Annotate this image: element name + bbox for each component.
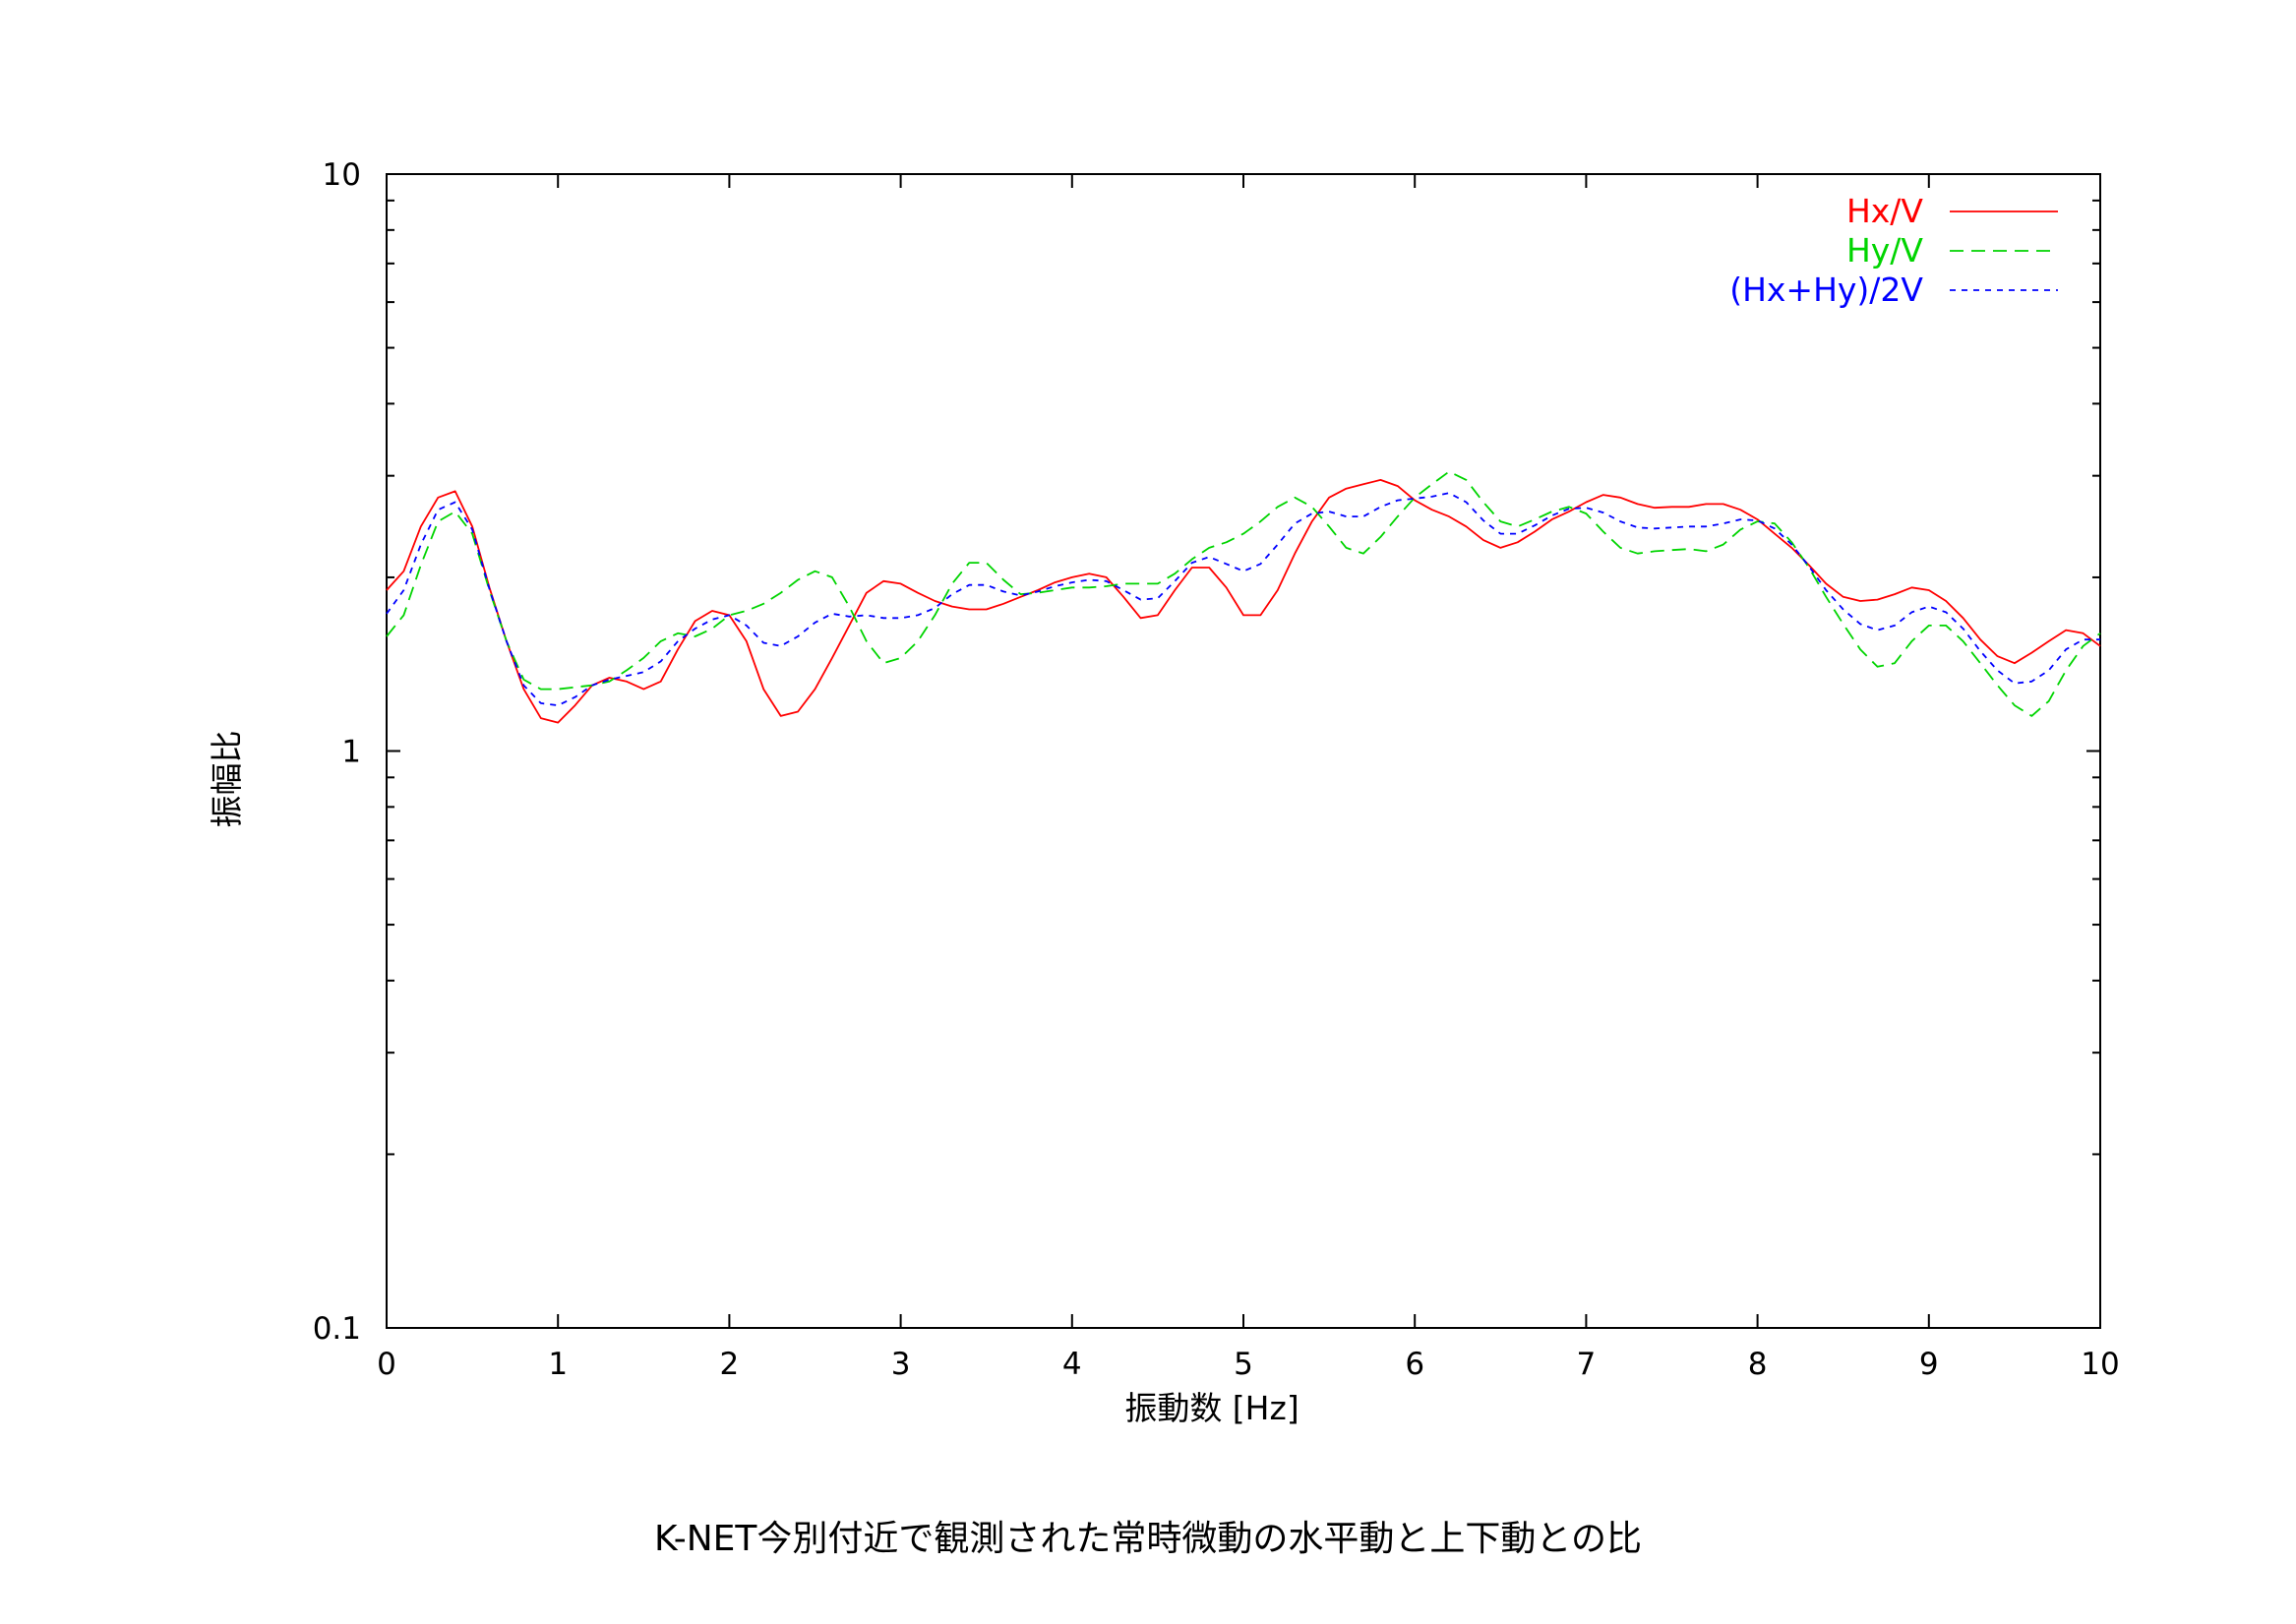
x-tick-label: 1 bbox=[548, 1347, 568, 1382]
y-tick-label: 1 bbox=[341, 735, 361, 770]
x-tick-label: 7 bbox=[1577, 1347, 1597, 1382]
plot-frame bbox=[386, 173, 2101, 1329]
y-tick-label: 10 bbox=[323, 157, 361, 193]
x-tick-label: 10 bbox=[2081, 1347, 2119, 1382]
x-tick-label: 8 bbox=[1748, 1347, 1768, 1382]
legend-label: Hx/V bbox=[1846, 192, 1923, 230]
x-tick-label: 0 bbox=[377, 1347, 396, 1382]
x-tick-label: 4 bbox=[1062, 1347, 1082, 1382]
series-layer bbox=[386, 470, 2101, 724]
legend-label: (Hx+Hy)/2V bbox=[1729, 271, 1923, 309]
x-tick-label: 5 bbox=[1234, 1347, 1253, 1382]
x-tick-label: 2 bbox=[720, 1347, 740, 1382]
series-line-3 bbox=[386, 492, 2100, 706]
y-tick-label: 0.1 bbox=[313, 1311, 361, 1347]
x-tick-label: 3 bbox=[891, 1347, 911, 1382]
legend-label: Hy/V bbox=[1846, 231, 1923, 270]
y-axis-title: 振幅比 bbox=[208, 731, 246, 828]
series-line-2 bbox=[386, 470, 2101, 717]
chart-axes: 0 1 2 3 4 5 6 7 8 9 10 0.1 1 10 bbox=[313, 157, 2120, 1382]
series-line-1 bbox=[386, 478, 2101, 724]
figure-caption: K-NET今別付近で観測された常時微動の水平動と上下動との比 bbox=[653, 1519, 1643, 1559]
legend: Hx/VHy/V(Hx+Hy)/2V bbox=[1729, 192, 2058, 309]
x-axis-title: 振動数 [Hz] bbox=[1124, 1389, 1299, 1427]
x-tick-label: 6 bbox=[1405, 1347, 1424, 1382]
x-tick-label: 9 bbox=[1919, 1347, 1939, 1382]
